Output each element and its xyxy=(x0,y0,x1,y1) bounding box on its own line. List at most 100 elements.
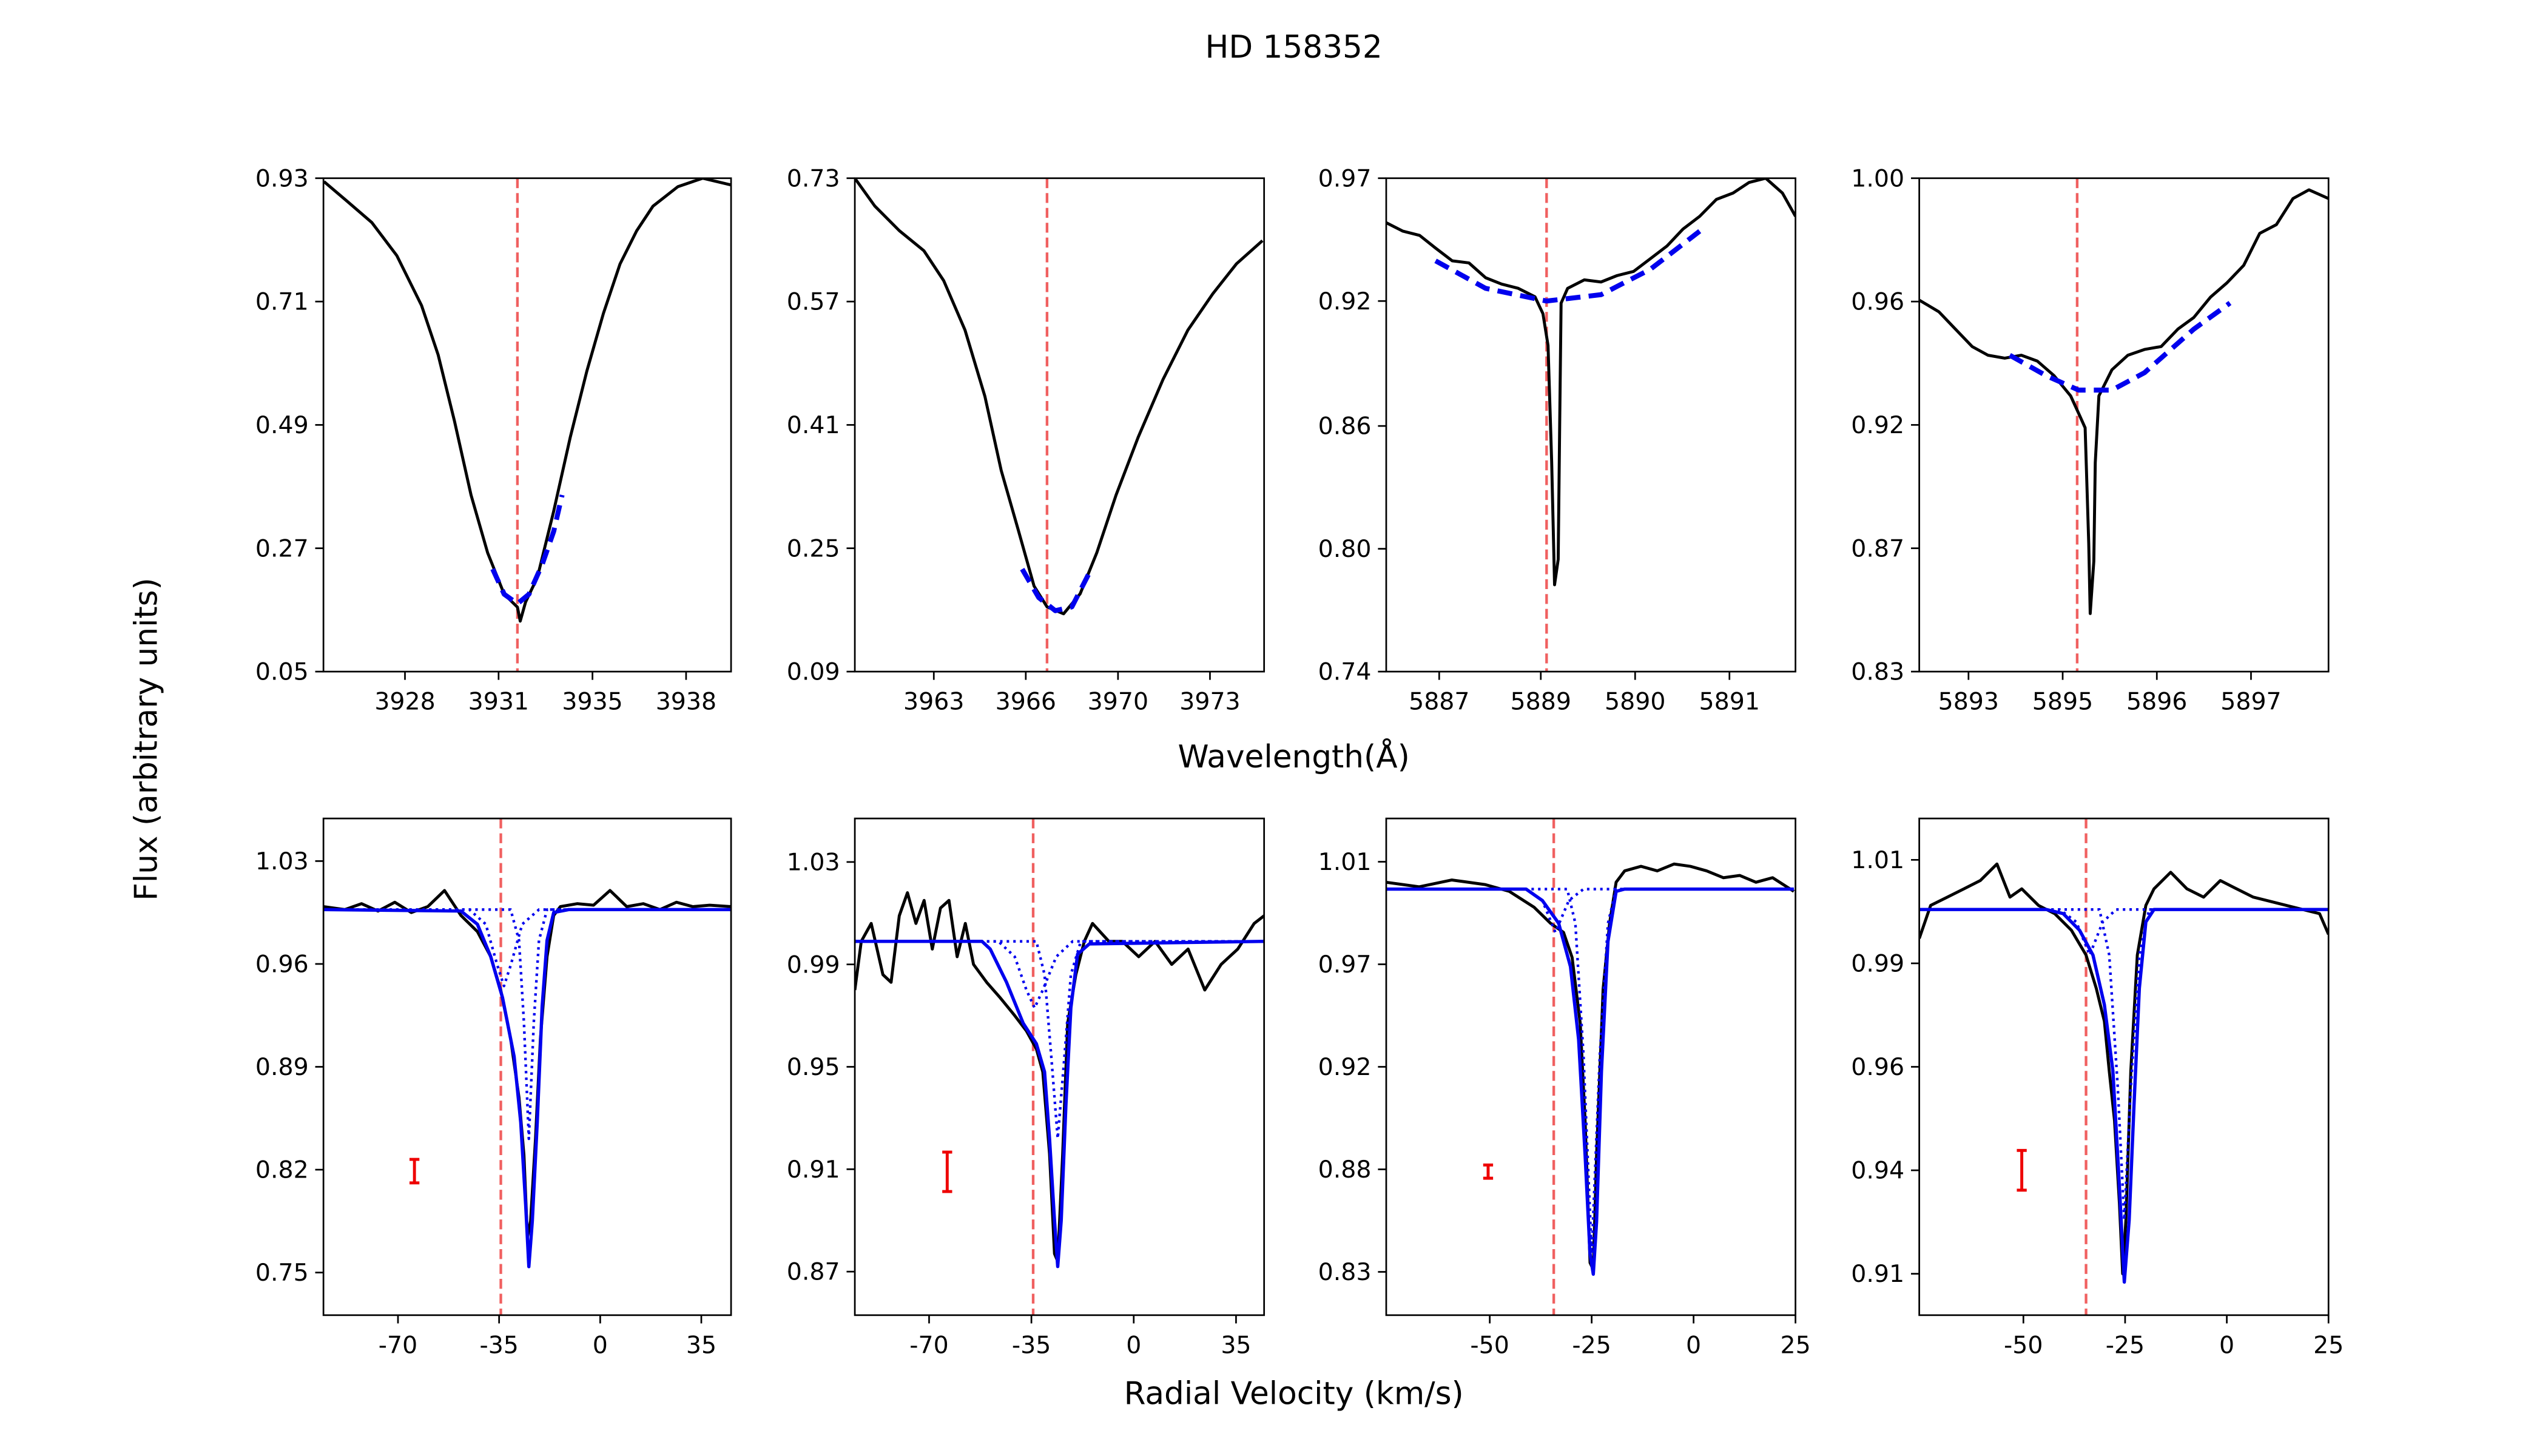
x-tick-label: -25 xyxy=(1572,1331,1611,1359)
y-axis-label: Flux (arbitrary units) xyxy=(128,578,164,901)
y-tick-label: 0.83 xyxy=(1851,658,1904,686)
data-line xyxy=(1386,888,1794,934)
x-tick-label: 3928 xyxy=(374,688,435,716)
data-line xyxy=(1919,908,2329,957)
y-tick-label: 0.27 xyxy=(255,534,309,562)
y-tick-label: 0.96 xyxy=(255,951,309,979)
x-tick-label: 0 xyxy=(2219,1331,2234,1359)
y-tick-label: 0.96 xyxy=(1851,1053,1904,1081)
plot-area xyxy=(323,178,732,672)
data-line xyxy=(2008,301,2232,393)
axes-frame xyxy=(322,177,732,673)
x-tick-label: -70 xyxy=(379,1331,417,1359)
x-tick-label: 3938 xyxy=(656,688,716,716)
data-line xyxy=(323,908,732,1269)
y-tick-label: 0.57 xyxy=(787,288,840,316)
x-tick-label: 25 xyxy=(1780,1331,1810,1359)
y-tick-label: 1.03 xyxy=(255,848,309,875)
y-tick-label: 1.01 xyxy=(1851,846,1904,874)
y-tick-label: 0.93 xyxy=(255,164,309,192)
x-tick-label: 0 xyxy=(593,1331,608,1359)
y-tick-label: 0.74 xyxy=(1318,658,1372,686)
y-tick-label: 0.91 xyxy=(787,1156,840,1184)
y-tick-label: 0.88 xyxy=(1318,1156,1372,1184)
error-bar xyxy=(409,1158,420,1185)
x-tick-label: 5897 xyxy=(2220,688,2281,716)
data-line xyxy=(323,908,732,1141)
data-line xyxy=(1386,887,1794,1276)
data-line xyxy=(855,178,1264,616)
error-bar xyxy=(942,1150,952,1193)
y-tick-label: 0.99 xyxy=(787,951,840,979)
x-tick-label: 3931 xyxy=(468,688,529,716)
y-tick-label: 0.05 xyxy=(255,658,309,686)
y-tick-label: 1.01 xyxy=(1318,848,1372,876)
y-tick-label: 0.87 xyxy=(1851,534,1904,562)
plot-area xyxy=(855,818,1264,1315)
x-tick-label: 5887 xyxy=(1409,688,1469,716)
data-line xyxy=(1919,188,2329,615)
x-tick-label: -50 xyxy=(1470,1331,1509,1359)
y-tick-label: 0.86 xyxy=(1318,413,1372,440)
y-tick-label: 0.09 xyxy=(787,658,840,686)
axes-frame xyxy=(322,817,732,1316)
data-line xyxy=(323,908,732,988)
axes-frame xyxy=(1385,177,1796,673)
x-tick-label: -25 xyxy=(2106,1331,2145,1359)
error-bar xyxy=(1483,1163,1494,1180)
y-tick-label: 0.80 xyxy=(1318,535,1372,563)
x-tick-label: 5896 xyxy=(2126,688,2187,716)
x-tick-label: 3973 xyxy=(1179,688,1240,716)
data-line xyxy=(490,494,565,607)
plot-area xyxy=(855,178,1264,672)
x-tick-label: 5891 xyxy=(1699,688,1760,716)
y-tick-label: 0.89 xyxy=(255,1053,309,1081)
x-tick-label: 35 xyxy=(1221,1331,1251,1359)
x-tick-label: 35 xyxy=(686,1331,716,1359)
y-tick-label: 1.00 xyxy=(1851,164,1904,192)
data-line xyxy=(855,940,1264,1140)
data-line xyxy=(855,940,1264,1009)
y-tick-label: 0.71 xyxy=(255,288,309,316)
x-tick-label: 25 xyxy=(2313,1331,2344,1359)
y-tick-label: 0.97 xyxy=(1318,951,1372,979)
x-tick-label: 3970 xyxy=(1088,688,1148,716)
y-tick-label: 0.95 xyxy=(787,1053,840,1081)
x-tick-label: 0 xyxy=(1686,1331,1701,1359)
x-tick-label: 3935 xyxy=(562,688,622,716)
y-tick-label: 0.91 xyxy=(1851,1260,1904,1288)
x-tick-label: 3963 xyxy=(903,688,964,716)
y-tick-label: 0.97 xyxy=(1318,164,1372,192)
plot-area xyxy=(1919,818,2329,1315)
plot-area xyxy=(1386,178,1796,672)
x-axis-label: Radial Velocity (km/s) xyxy=(1124,1376,1464,1412)
data-line xyxy=(1386,178,1796,587)
x-axis-label: Wavelength(Å) xyxy=(1178,738,1410,775)
y-tick-label: 0.41 xyxy=(787,411,840,439)
figure-title: HD 158352 xyxy=(1205,29,1382,66)
plot-area xyxy=(1386,818,1795,1315)
y-tick-label: 0.73 xyxy=(787,164,840,192)
x-tick-label: 3966 xyxy=(996,688,1056,716)
y-tick-label: 0.94 xyxy=(1851,1157,1904,1185)
x-tick-label: 5890 xyxy=(1605,688,1665,716)
y-tick-label: 1.03 xyxy=(787,848,840,876)
data-line xyxy=(1919,908,2329,1284)
y-tick-label: 0.96 xyxy=(1851,288,1904,316)
y-tick-label: 0.87 xyxy=(787,1258,840,1286)
data-line xyxy=(323,178,732,623)
data-line xyxy=(1020,567,1094,613)
y-tick-label: 0.82 xyxy=(255,1156,309,1184)
y-tick-label: 0.83 xyxy=(1318,1258,1372,1286)
y-tick-label: 0.75 xyxy=(255,1259,309,1287)
x-tick-label: 0 xyxy=(1126,1331,1141,1359)
y-tick-label: 0.92 xyxy=(1851,411,1904,439)
plot-area xyxy=(1919,178,2329,672)
x-tick-label: 5893 xyxy=(1938,688,1999,716)
y-tick-label: 0.92 xyxy=(1318,288,1372,315)
y-tick-label: 0.25 xyxy=(787,534,840,562)
x-tick-label: 5895 xyxy=(2032,688,2093,716)
